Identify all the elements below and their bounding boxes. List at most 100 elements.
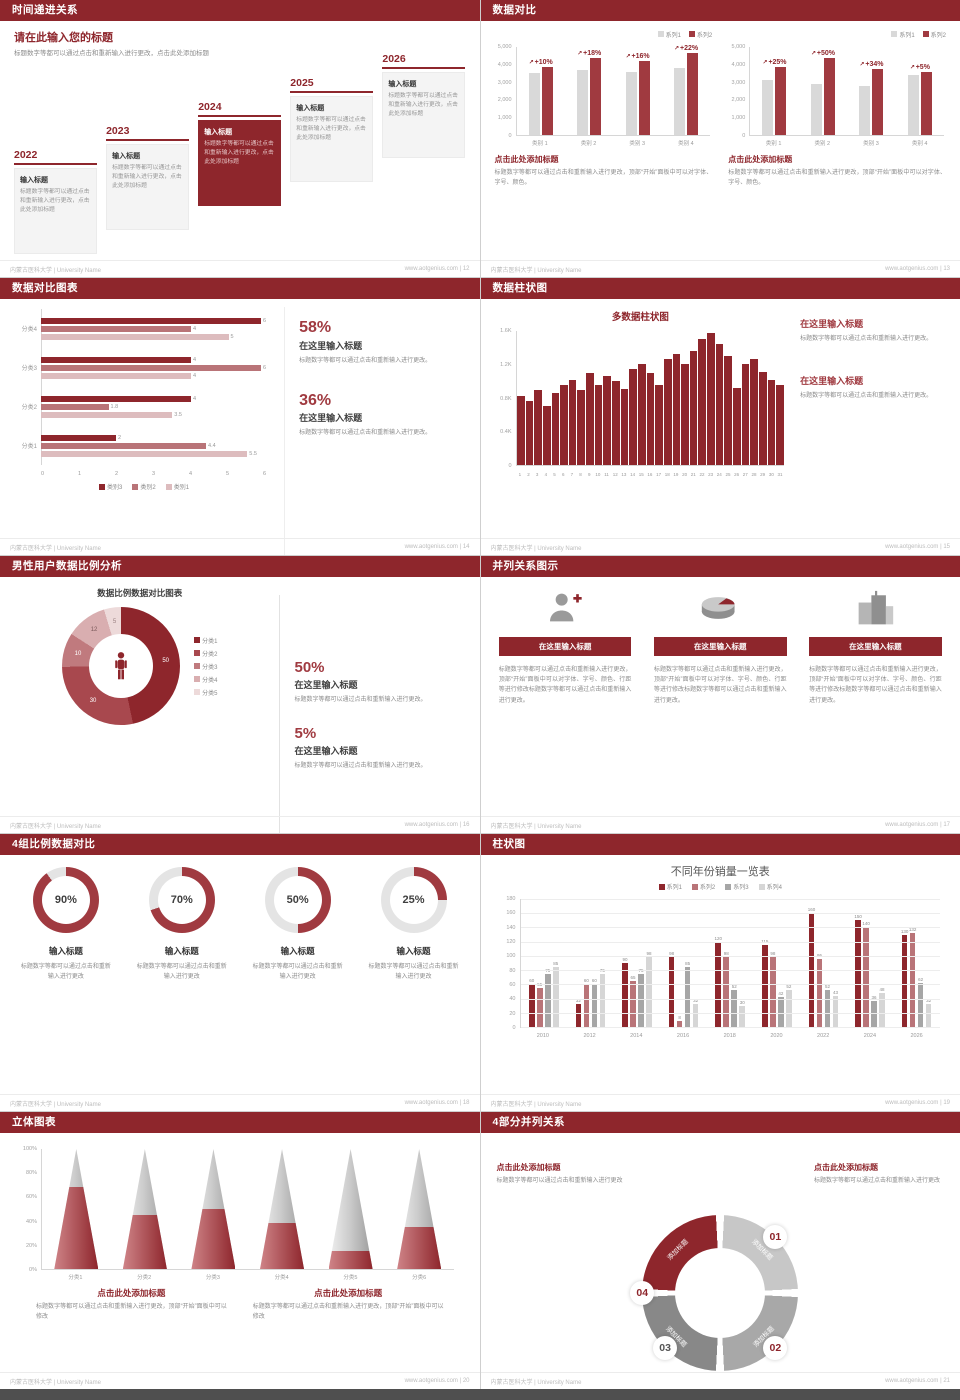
category-label: 分类2 — [21, 405, 37, 411]
growth-arrow-icon: ↗ — [673, 46, 679, 53]
value-label: 65 — [630, 974, 636, 980]
gauge-value: 50% — [273, 876, 322, 924]
ring-diagram-wrap: 添加标题 添加标题 添加标题 添加标题 01 02 03 04 — [630, 1214, 799, 1371]
y-tick: 100% — [22, 1146, 37, 1152]
footer-page: www.aotgenius.com | 20 — [404, 1378, 470, 1384]
value-label: 43 — [832, 990, 838, 996]
person-add-icon — [545, 585, 585, 631]
slide-body: 多数据柱状图 1.6K 1.2K 0.8K 0.4K 0 1 2 3 4 5 6 7 8 9 10 11 12 1… — [481, 299, 960, 555]
footer-organization: 内蒙古医科大学 | University Name — [10, 545, 101, 552]
x-label: 2020 — [770, 1033, 783, 1039]
footer-page: www.aotgenius.com | 18 — [404, 1100, 470, 1106]
bar — [541, 67, 553, 135]
slide-title-bar: 柱状图 — [480, 834, 960, 855]
bar — [594, 384, 603, 465]
legend-swatch — [194, 650, 201, 656]
timeline-year: 2022 — [14, 149, 98, 165]
bar — [528, 73, 540, 135]
gridline — [520, 955, 940, 957]
bar-row: 3.5 — [41, 411, 266, 418]
bar — [625, 71, 637, 135]
slide-body: 分类4 6 4 5 分类3 4 6 4 分类2 4 1.8 3.5 分类1 2 4.4 5.5 0 1 2 3 4 5 6 … — [0, 299, 480, 555]
slide-thumbnail-20[interactable]: 立体图表 100% 80% 60% 40% 20% 0% 分类1 分类2 分类3 分类4 分类5 分类… — [0, 1112, 480, 1389]
slide-thumbnail-21[interactable]: 4部分并列关系 点击此处添加标题 标题数字等都可以通过点击和重新输入进行更改 点… — [480, 1112, 960, 1389]
bar — [575, 1004, 582, 1027]
gauge-column: 50% 输入标题 标题数字等都可以通过点击和重新输入进行更改 — [246, 867, 350, 1111]
slide-thumbnail-15[interactable]: 数据柱状图 多数据柱状图 1.6K 1.2K 0.8K 0.4K 0 1 2 3 4 5 6 7 8 9 1… — [480, 278, 960, 555]
slide-thumbnail-18[interactable]: 4组比例数据对比 90% 输入标题 标题数字等都可以通过点击和重新输入进行更改 … — [0, 834, 480, 1111]
bar-cell: 98 — [668, 899, 675, 1027]
value-label: 120 — [714, 935, 722, 941]
legend-swatch — [658, 883, 665, 890]
slide-footer: 内蒙古医科大学 | University Name www.aotgenius.… — [480, 816, 960, 833]
bar — [715, 343, 724, 465]
y-axis: 5,000 4,000 3,000 2,000 1,000 0 — [495, 44, 515, 139]
bar-cell: 60 — [528, 899, 535, 1027]
legend-label: 类别3 — [107, 485, 123, 491]
y-tick: 0 — [742, 133, 746, 139]
corner-text-block: 点击此处添加标题 标题数字等都可以通过点击和重新输入进行更改 — [814, 1162, 944, 1186]
block-text: 标题数字等都可以通过点击和重新输入进行更改 — [496, 1178, 623, 1184]
value-label: 160 — [807, 907, 816, 913]
timeline-year: 2026 — [382, 53, 466, 69]
footer-page: www.aotgenius.com | 14 — [404, 544, 470, 550]
bar-cell: 130 — [901, 899, 908, 1027]
cone-fill — [260, 1223, 305, 1269]
slide-thumbnail-12[interactable]: 时间递进关系 请在此输入您的标题 标题数字等都可以通过点击和重新输入进行更改，点… — [0, 0, 480, 277]
bar — [776, 385, 784, 465]
x-label: 22 — [699, 472, 705, 477]
stat-block: 36% 在这里输入标题 标题数字等都可以通过点击和重新输入进行更改。 — [299, 392, 465, 439]
stat-block: 5% 在这里输入标题 标题数字等都可以通过点击和重新输入进行更改。 — [294, 725, 465, 772]
bar-group: ↗+22% — [673, 45, 698, 135]
bar — [638, 61, 650, 135]
chart-legend: 系列1 系列2 系列3 系列4 — [495, 882, 947, 891]
bar-group: 90 657598 — [622, 899, 653, 1027]
gauge-text: 标题数字等都可以通过点击和重新输入进行更改 — [368, 964, 459, 981]
part-number: 03 — [653, 1335, 678, 1360]
cone — [122, 1149, 167, 1269]
bar — [731, 990, 737, 1027]
part-number: 04 — [630, 1280, 655, 1305]
donut-hole — [89, 634, 154, 698]
bar — [41, 450, 248, 457]
slide-footer: 内蒙古医科大学 | University Name www.aotgenius.… — [480, 260, 960, 277]
x-label: 类别 4 — [678, 141, 694, 147]
legend-swatch — [758, 883, 765, 890]
y-tick: 40 — [509, 996, 516, 1003]
slide-title-bar: 并列关系图示 — [480, 556, 960, 577]
slide-thumbnail-14[interactable]: 数据对比图表 分类4 6 4 5 分类3 4 6 4 分类2 4 1.8 3.5 分类1 2 4.4 5.5 0… — [0, 278, 480, 555]
bar-group: ↗+18% — [577, 47, 601, 135]
legend-item: 分类2 — [194, 649, 217, 658]
bar-group: 分类3 4 6 4 — [14, 356, 266, 379]
value-label: 98 — [770, 951, 776, 957]
block-title: 点击此处添加标题 — [814, 1163, 878, 1172]
slide-thumbnail-19[interactable]: 柱状图 不同年份销量一览表 系列1 系列2 系列3 系列4 180 160 140 120 1… — [480, 834, 960, 1111]
bar — [620, 388, 629, 465]
bar — [750, 359, 758, 465]
cone — [54, 1149, 99, 1269]
bar — [698, 339, 707, 465]
block-text: 标题数字等都可以通过点击和重新输入进行更改。 — [800, 393, 933, 400]
legend-label: 分类2 — [202, 651, 218, 658]
growth-value: +25% — [768, 58, 787, 66]
pie-chart-3d-icon — [697, 585, 743, 631]
title-banner: 在这里输入标题 — [809, 637, 942, 656]
slide-footer: 内蒙古医科大学 | University Name www.aotgenius.… — [480, 1094, 960, 1111]
slide-thumbnail-16[interactable]: 男性用户数据比例分析 数据比例数据对比图表 50 30 10 12 5 分类1 分类2 分类… — [0, 556, 480, 833]
slide-thumbnail-13[interactable]: 数据对比 系列1 系列2 5,000 4,000 3,000 2,000 1,000 0 ↗+… — [480, 0, 960, 277]
slide-thumbnail-17[interactable]: 并列关系图示 在这里输入标题 标题数字等都可以通过点击和重新输入进行更改，顶部“… — [480, 556, 960, 833]
block-title: 点击此处添加标题 — [97, 1288, 166, 1298]
value-label: 85 — [685, 960, 691, 966]
value-label: 2 — [118, 434, 122, 441]
gauge-column: 70% 输入标题 标题数字等都可以通过点击和重新输入进行更改 — [130, 867, 234, 1111]
legend-label: 系列1 — [899, 32, 915, 39]
bar — [863, 927, 869, 1027]
bar — [525, 401, 534, 465]
stat-percentage: 50% — [294, 658, 325, 676]
footer-page: www.aotgenius.com | 19 — [885, 1100, 950, 1106]
block-text: 标题数字等都可以通过点击和重新输入进行更改，顶部“开始”面板中可以修改 — [36, 1304, 227, 1321]
value-label: 8 — [678, 1015, 681, 1021]
legend-swatch — [922, 31, 929, 37]
bar — [41, 403, 109, 410]
bar — [770, 957, 776, 1027]
